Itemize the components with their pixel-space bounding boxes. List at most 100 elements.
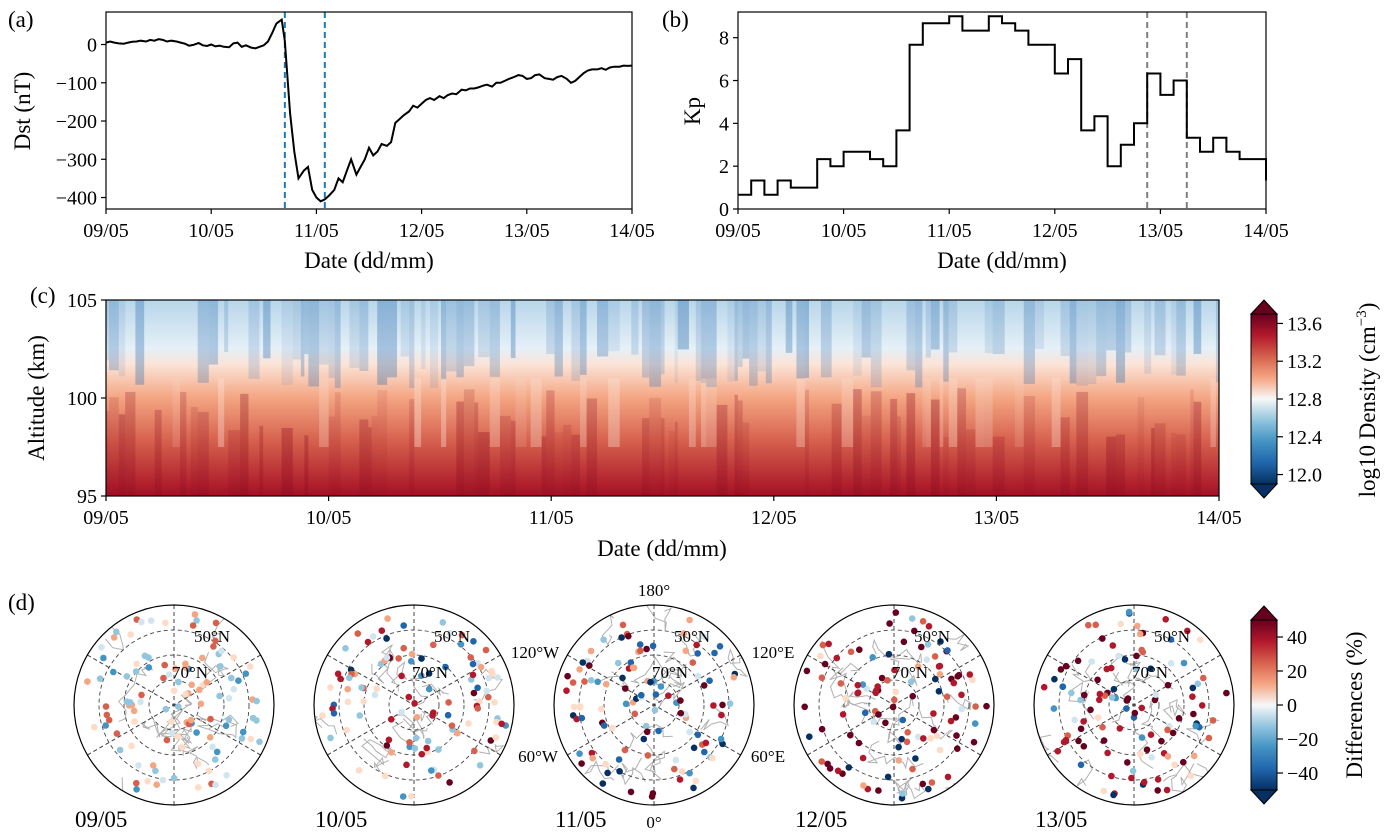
coastline: [204, 652, 229, 686]
lon-label-0: 0°: [646, 813, 661, 832]
y-tick-label: 8: [719, 28, 729, 50]
station-dot: [1062, 736, 1070, 744]
station-dot: [407, 793, 415, 800]
station-dot: [145, 664, 153, 671]
station-dot: [133, 779, 140, 787]
station-dot: [239, 728, 247, 736]
colorbar-c-label-sup: −3: [1354, 310, 1370, 326]
heatmap-streak: [757, 300, 766, 372]
station-dot: [403, 761, 410, 769]
panel-a-label: (a): [8, 7, 34, 32]
coastline: [197, 714, 239, 728]
heatmap-streak: [208, 300, 219, 365]
station-dot: [944, 773, 952, 781]
station-dot: [602, 761, 609, 768]
heatmap-streak: [1069, 300, 1077, 384]
station-dot: [235, 677, 242, 684]
station-dot: [216, 692, 223, 700]
heatmap-streak: [1125, 300, 1132, 353]
station-dot: [719, 701, 726, 709]
station-dot: [253, 697, 260, 705]
station-dot: [1134, 622, 1141, 630]
panel-d: (d) 50°N 70°N 09/05 50°N 70°N 10/05 50°N 70°N 11…: [8, 581, 1367, 832]
station-dot: [337, 675, 344, 683]
station-dot: [413, 713, 421, 721]
station-dot: [1074, 657, 1082, 665]
panel-a-xlabel: Date (dd/mm): [304, 248, 434, 273]
station-dot: [469, 671, 477, 679]
station-dot: [1071, 716, 1078, 724]
station-dot: [1190, 752, 1198, 760]
station-dot: [138, 618, 145, 626]
station-dot: [686, 616, 693, 624]
heatmap-streak: [831, 403, 842, 496]
station-dot: [925, 785, 932, 793]
station-dot: [360, 698, 367, 705]
heatmap-streak: [478, 432, 490, 496]
station-dot: [223, 772, 230, 779]
panel-c-x-ticks: 09/05 10/05 11/05 12/05 13/05 14/05: [83, 496, 1242, 529]
station-dot: [825, 640, 832, 648]
station-dot: [806, 733, 813, 740]
station-dot: [1184, 627, 1191, 635]
station-dot: [576, 704, 584, 711]
station-dot: [665, 692, 672, 699]
station-dot: [619, 621, 627, 629]
station-dot: [168, 718, 175, 725]
station-dot: [212, 637, 219, 645]
station-dot: [622, 700, 630, 708]
coastline: [409, 677, 428, 707]
station-dot: [103, 711, 111, 719]
panel-a-y-ticks: 0 −100 −200 −300 −400: [56, 35, 106, 210]
heatmap-streak: [706, 300, 717, 388]
station-dot: [1108, 772, 1115, 780]
heatmap-streak: [1151, 428, 1155, 496]
heatmap-streak: [1116, 434, 1126, 496]
station-dot: [1087, 706, 1094, 714]
station-dot: [647, 678, 654, 686]
heatmap-streak: [897, 416, 901, 496]
station-dot: [933, 732, 940, 740]
heatmap-streak: [1116, 300, 1126, 383]
heatmap-streak: [649, 397, 661, 496]
station-dot: [100, 654, 107, 662]
station-dot: [492, 734, 500, 741]
heatmap-streak: [948, 378, 958, 447]
map-date-label: 13/05: [1035, 807, 1087, 832]
heatmap-streak: [1023, 300, 1035, 384]
station-dot: [1080, 718, 1087, 725]
station-dot: [651, 706, 659, 714]
station-dot: [1223, 689, 1230, 697]
station-dot: [947, 717, 955, 725]
station-dot: [1115, 652, 1122, 660]
station-dot: [936, 671, 944, 678]
station-dot: [381, 772, 389, 780]
x-tick-label: 14/05: [1196, 507, 1242, 529]
meridian-line: [1047, 654, 1221, 756]
lat-label-50n: 50°N: [1154, 627, 1190, 646]
heatmap-streak: [727, 300, 735, 382]
station-dot: [1205, 734, 1213, 742]
station-dot: [152, 767, 159, 775]
station-dot: [217, 663, 224, 670]
station-dot: [726, 700, 734, 707]
lon-label-60e: 60°E: [751, 747, 785, 766]
station-dot: [218, 647, 225, 655]
colorbar-c-label-main: log10 Density (cm: [1355, 326, 1380, 497]
station-dot: [845, 764, 853, 771]
station-dot: [110, 668, 117, 676]
station-dot: [1189, 693, 1196, 700]
heatmap-streak: [1190, 389, 1194, 496]
station-dot: [642, 722, 650, 730]
station-dot: [371, 691, 379, 699]
heatmap-streak: [820, 300, 832, 378]
coastline: [871, 714, 902, 726]
heatmap-streak: [785, 300, 793, 353]
station-dot: [875, 787, 882, 794]
station-dot: [578, 714, 586, 722]
station-dot: [706, 677, 713, 684]
heatmap-streak: [441, 300, 447, 380]
station-dot: [600, 636, 607, 643]
station-dot: [889, 703, 897, 711]
station-dot: [1164, 726, 1171, 734]
